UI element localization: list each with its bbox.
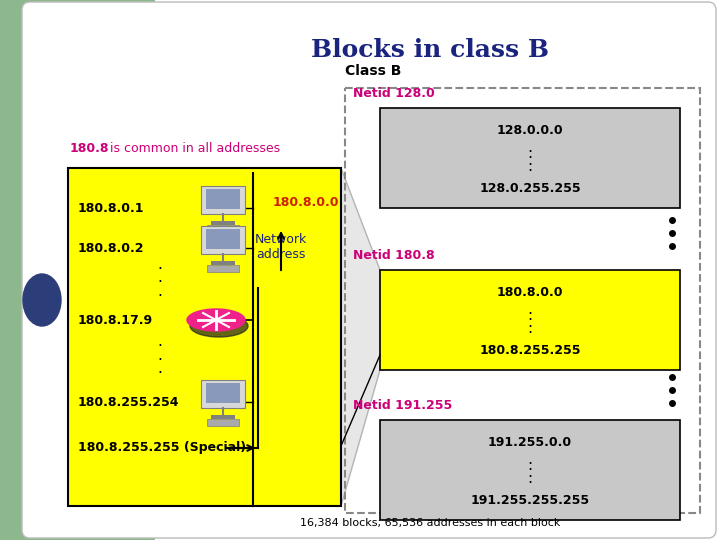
Text: 180.8.0.0: 180.8.0.0 xyxy=(497,286,563,299)
Text: Network
address: Network address xyxy=(255,233,307,261)
Bar xyxy=(380,108,680,208)
Text: Class B: Class B xyxy=(345,64,401,78)
Bar xyxy=(211,261,235,265)
Text: 128.0.255.255: 128.0.255.255 xyxy=(480,181,581,194)
Text: Netid 180.8: Netid 180.8 xyxy=(353,249,435,262)
Bar xyxy=(207,419,239,426)
Bar xyxy=(206,229,240,249)
Bar xyxy=(211,221,235,225)
Text: ·
·
·: · · · xyxy=(158,339,163,381)
Text: 16,384 blocks; 65,536 addresses in each block: 16,384 blocks; 65,536 addresses in each … xyxy=(300,518,560,528)
Bar xyxy=(207,265,239,272)
Text: 180.8.255.255: 180.8.255.255 xyxy=(480,343,581,356)
Bar xyxy=(345,88,700,513)
Polygon shape xyxy=(341,168,380,506)
Ellipse shape xyxy=(187,309,245,331)
Bar xyxy=(0,0,155,540)
Bar xyxy=(201,186,245,214)
Text: 180.8: 180.8 xyxy=(70,142,109,155)
Text: is common in all addresses: is common in all addresses xyxy=(106,142,280,155)
Text: 180.8.255.254: 180.8.255.254 xyxy=(78,395,179,408)
Text: 191.255.0.0: 191.255.0.0 xyxy=(488,435,572,449)
Text: 180.8.255.255 (Special): 180.8.255.255 (Special) xyxy=(78,442,246,455)
Text: :
:: : : xyxy=(528,458,533,486)
Text: Netid 128.0: Netid 128.0 xyxy=(353,87,435,100)
Text: 180.8.0.1: 180.8.0.1 xyxy=(78,201,145,214)
Bar xyxy=(68,168,341,506)
Ellipse shape xyxy=(190,315,248,337)
Bar xyxy=(206,383,240,403)
Bar xyxy=(207,225,239,232)
Bar xyxy=(206,189,240,209)
Ellipse shape xyxy=(23,274,61,326)
Text: 180.8.17.9: 180.8.17.9 xyxy=(78,314,153,327)
Text: :
:: : : xyxy=(528,146,533,174)
Text: :
:: : : xyxy=(528,308,533,336)
Text: ·
·
·: · · · xyxy=(158,262,163,305)
Text: 128.0.0.0: 128.0.0.0 xyxy=(497,124,563,137)
Bar xyxy=(380,420,680,520)
Bar xyxy=(201,380,245,408)
Bar xyxy=(201,226,245,254)
Text: 180.8.0.0: 180.8.0.0 xyxy=(273,196,340,209)
FancyBboxPatch shape xyxy=(22,2,716,538)
Text: Blocks in class B: Blocks in class B xyxy=(311,38,549,62)
Text: 180.8.0.2: 180.8.0.2 xyxy=(78,241,145,254)
Bar xyxy=(211,415,235,419)
Bar xyxy=(380,270,680,370)
Text: 191.255.255.255: 191.255.255.255 xyxy=(470,494,590,507)
Text: Netid 191.255: Netid 191.255 xyxy=(353,399,452,412)
